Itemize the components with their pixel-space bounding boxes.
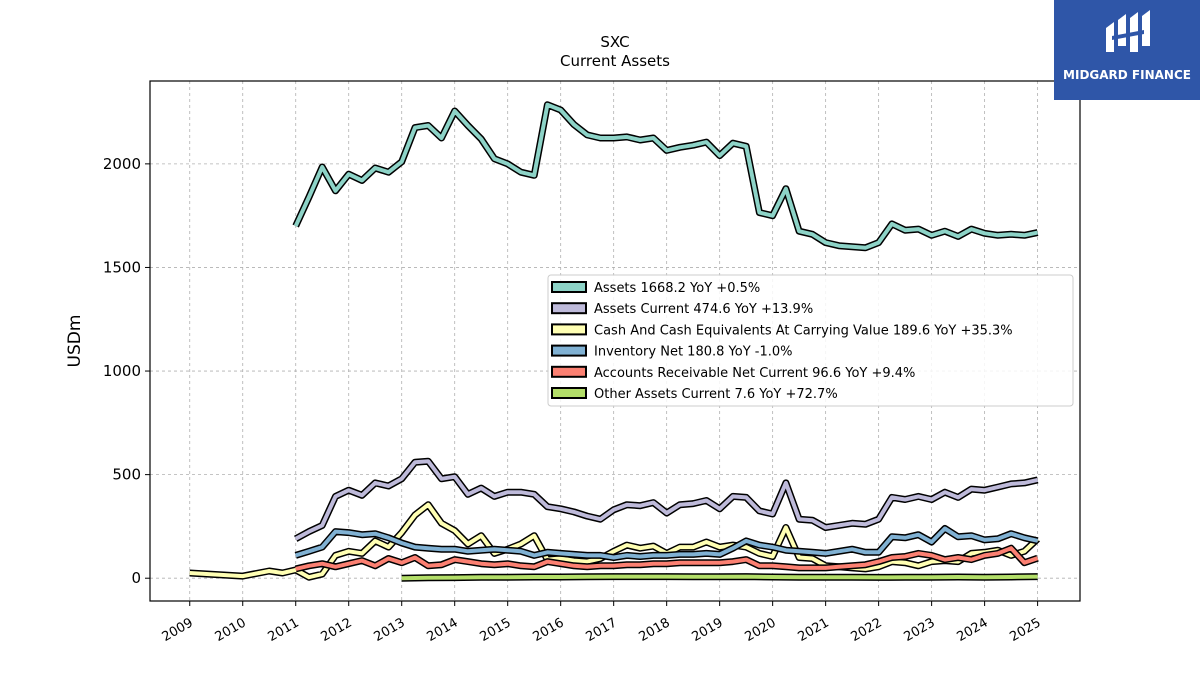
chart-title: SXC	[600, 33, 630, 51]
legend: Assets 1668.2 YoY +0.5% Assets Current 47…	[547, 274, 1074, 407]
series-stroke	[401, 574, 1038, 581]
x-tick-label: 2017	[584, 615, 620, 645]
x-tick-label: 2020	[742, 615, 778, 645]
series-line	[292, 101, 1039, 252]
legend-swatch	[551, 344, 587, 357]
series-stroke	[293, 102, 1039, 250]
x-tick-label: 2010	[213, 615, 249, 645]
legend-swatch	[551, 365, 587, 378]
x-tick-label: 2011	[266, 615, 302, 645]
legend-box	[547, 274, 1074, 407]
x-tick-label: 2019	[689, 615, 725, 645]
legend-entry: Assets 1668.2 YoY +0.5%	[594, 281, 760, 296]
x-tick-label: 2012	[319, 615, 355, 645]
brand-mark-icon	[1106, 10, 1150, 52]
x-tick-label: 2015	[478, 615, 514, 645]
legend-entry: Other Assets Current 7.6 YoY +72.7%	[594, 387, 838, 402]
series-line	[189, 501, 1040, 581]
series-line	[401, 573, 1038, 582]
x-tick-label: 2022	[848, 615, 884, 645]
y-tick-label: 1500	[103, 258, 141, 276]
y-tick-label: 1000	[103, 362, 141, 380]
brand-name: MIDGARD FINANCE	[1063, 68, 1191, 82]
series-stroke	[295, 526, 1039, 560]
plot-frame	[149, 80, 1081, 602]
legend-swatch	[551, 323, 587, 336]
legend-entry: Accounts Receivable Net Current 96.6 YoY…	[594, 366, 915, 381]
series-line	[294, 544, 1039, 573]
legend-entry: Cash And Cash Equivalents At Carrying Va…	[594, 323, 1013, 338]
legend-swatch	[551, 281, 587, 293]
y-tick-label: 2000	[103, 155, 141, 173]
x-tick-label: 2016	[531, 615, 567, 645]
brand-logo: MIDGARD FINANCE	[1054, 0, 1200, 100]
legend-entry: Assets Current 474.6 YoY +13.9%	[594, 302, 813, 317]
x-tick-label: 2021	[795, 615, 831, 645]
x-tick-label: 2009	[160, 615, 196, 645]
x-tick-label: 2024	[954, 615, 990, 645]
chart-subtitle: Current Assets	[560, 52, 670, 70]
x-tick-label: 2018	[637, 615, 673, 645]
y-tick-label: 500	[112, 466, 141, 484]
series-line	[294, 457, 1039, 542]
x-tick-label: 2025	[1007, 615, 1043, 645]
x-tick-label: 2013	[372, 615, 408, 645]
x-tick-label: 2014	[425, 615, 461, 645]
y-axis-label: USDm	[65, 315, 85, 368]
series-stroke	[189, 502, 1039, 580]
legend-swatch	[551, 387, 587, 399]
legend-entry: Inventory Net 180.8 YoY -1.0%	[594, 345, 793, 360]
series-line	[294, 525, 1039, 561]
series-stroke	[294, 459, 1039, 541]
y-axis-ticks: 0 500 1000 1500 2000	[103, 155, 150, 587]
y-tick-label: 0	[131, 569, 141, 587]
x-axis-ticks: 2009 2010 2011 2012 2013 2014 2015 2016 2017 2018…	[160, 601, 1044, 645]
x-tick-label: 2023	[901, 615, 937, 645]
legend-swatch	[551, 302, 587, 315]
series-stroke	[295, 546, 1039, 571]
series-layer	[189, 101, 1040, 582]
